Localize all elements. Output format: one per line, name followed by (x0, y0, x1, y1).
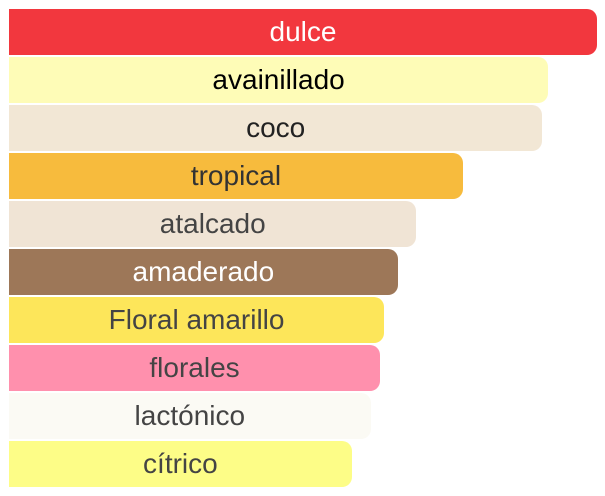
bar-label: lactónico (134, 400, 246, 431)
bar-amaderado: amaderado (9, 249, 398, 295)
bar-label: cítrico (143, 448, 218, 479)
bar-cítrico: cítrico (9, 441, 352, 487)
bar-label: coco (246, 112, 306, 143)
bar-label: amaderado (132, 256, 275, 287)
bar-florales: florales (9, 345, 381, 391)
bar-atalcado: atalcado (9, 201, 417, 247)
bar-floral-amarillo: Floral amarillo (9, 297, 385, 343)
bar-label: avainillado (212, 64, 345, 95)
bar-label: tropical (190, 160, 282, 191)
bar-avainillado: avainillado (9, 57, 549, 103)
bar-coco: coco (9, 105, 543, 151)
bar-label: florales (149, 352, 240, 383)
bar-label: dulce (269, 16, 337, 47)
bar-label: Floral amarillo (108, 304, 285, 335)
bar-tropical: tropical (9, 153, 463, 199)
bar-dulce: dulce (9, 9, 597, 55)
bar-lactónico: lactónico (9, 393, 371, 439)
bar-label: atalcado (159, 208, 266, 239)
